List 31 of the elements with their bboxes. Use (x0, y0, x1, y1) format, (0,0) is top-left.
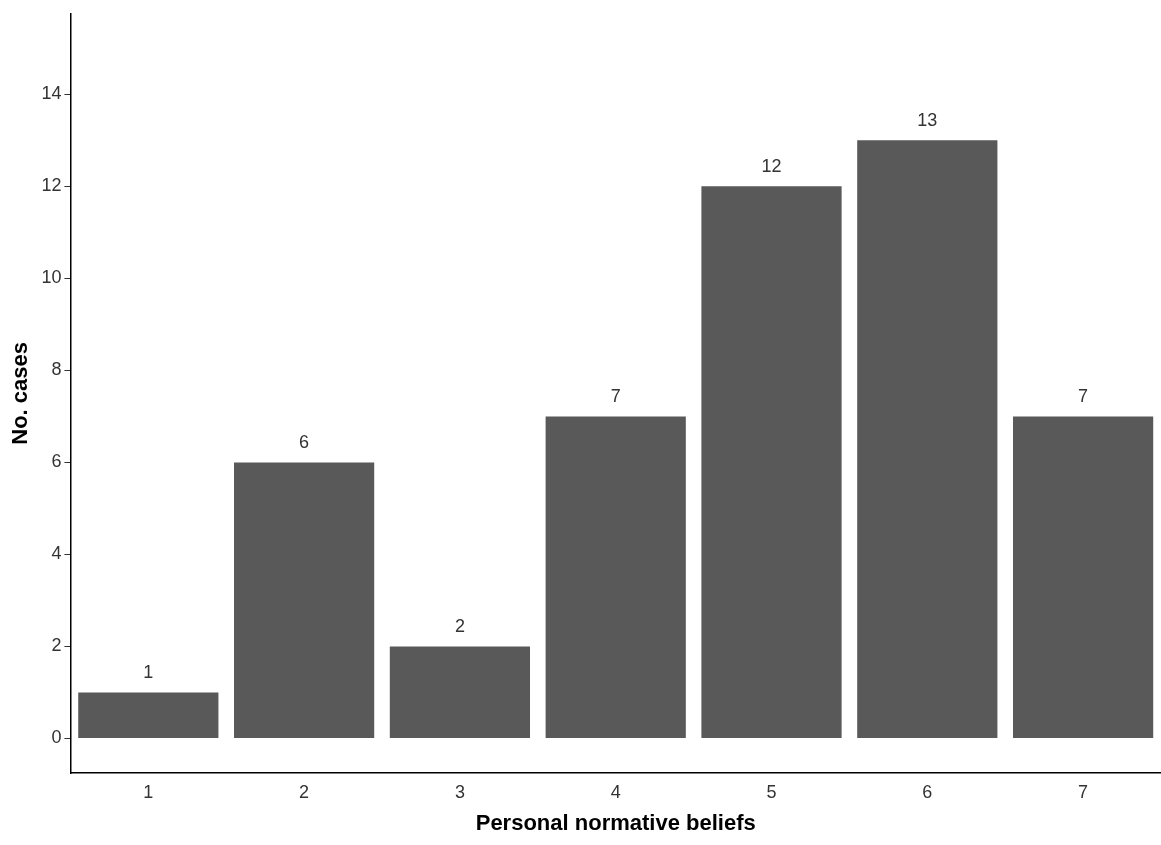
x-tick-label: 3 (454, 781, 465, 802)
bar (1012, 416, 1154, 738)
bar (389, 646, 531, 738)
y-tick-label: 14 (41, 83, 62, 104)
data-label: 7 (610, 386, 621, 407)
y-tick-label: 0 (51, 727, 62, 748)
data-label: 6 (299, 432, 310, 453)
y-axis-title: No. cases (7, 342, 33, 445)
bar (78, 692, 219, 738)
data-label: 12 (761, 156, 782, 177)
x-axis-title: Personal normative beliefs (475, 809, 756, 835)
bar (545, 416, 686, 738)
bar (701, 186, 842, 738)
data-label: 7 (1078, 386, 1089, 407)
data-label: 13 (917, 110, 938, 131)
y-tick-label: 2 (51, 635, 62, 656)
y-tick-label: 4 (51, 543, 62, 564)
x-tick-label: 1 (143, 781, 154, 802)
data-label: 2 (454, 616, 465, 637)
x-tick-label: 7 (1078, 781, 1089, 802)
y-tick-label: 6 (51, 451, 62, 472)
x-tick-label: 4 (610, 781, 621, 802)
x-tick-label: 2 (299, 781, 310, 802)
bar (857, 140, 998, 738)
bar (234, 462, 375, 738)
x-tick-label: 5 (766, 781, 777, 802)
y-tick-label: 12 (41, 175, 62, 196)
data-label: 1 (143, 662, 154, 683)
y-tick-label: 8 (51, 359, 62, 380)
y-tick-label: 10 (41, 267, 62, 288)
x-tick-label: 6 (922, 781, 933, 802)
